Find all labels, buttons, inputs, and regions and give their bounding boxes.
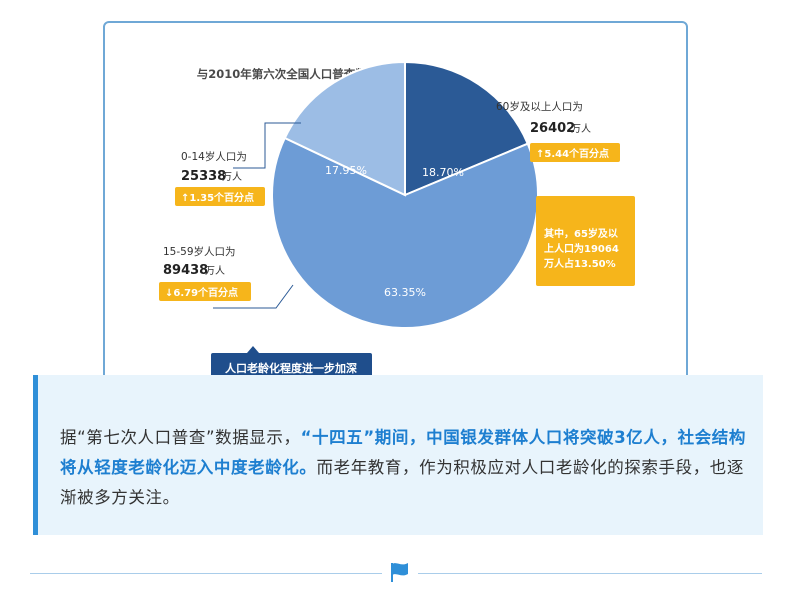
pie-slice-children xyxy=(283,60,406,197)
elderly-note-line-3: 万人占13.50% xyxy=(543,257,616,270)
bottom-tag-text: 人口老龄化程度进一步加深 xyxy=(225,361,357,375)
working-age-unit: 万人 xyxy=(205,265,225,277)
children-value: 25338 xyxy=(181,169,226,184)
elderly-value: 26402 xyxy=(530,121,575,136)
leader-line-working-age xyxy=(213,284,294,309)
slice-label-working-age: 63.35% xyxy=(384,286,426,299)
children-unit: 万人 xyxy=(222,171,242,183)
chart-card: 与2010年第六次全国人口普查数据相比 18.70% 63.35% 17.95%… xyxy=(103,21,688,412)
article-paragraph: 据“第七次人口普查”数据显示，“十四五”期间，中国银发群体人口将突破3亿人，社会… xyxy=(60,423,750,513)
children-change-text: ↑1.35个百分点 xyxy=(181,191,254,204)
working-age-change-badge xyxy=(159,282,251,301)
accent-bar xyxy=(33,375,38,535)
flag-icon xyxy=(382,554,418,590)
pie-slice-elderly xyxy=(404,60,530,197)
elderly-note-line-2: 上人口为19064 xyxy=(544,242,619,255)
article-panel: 据“第七次人口普查”数据显示，“十四五”期间，中国银发群体人口将突破3亿人，社会… xyxy=(33,375,763,535)
elderly-change-badge xyxy=(530,143,620,162)
slice-label-elderly: 18.70% xyxy=(422,166,464,179)
elderly-change-text: ↑5.44个百分点 xyxy=(536,147,609,160)
working-age-label: 15-59岁人口为 xyxy=(163,245,236,258)
tag-pointer xyxy=(247,346,259,353)
bottom-tag-box xyxy=(211,353,372,382)
children-label: 0-14岁人口为 xyxy=(181,150,247,163)
article-highlight: “十四五”期间，中国银发群体人口将突破3亿人，社会结构将从轻度老龄化迈入中度老龄… xyxy=(60,428,746,477)
elderly-note-box xyxy=(536,196,635,286)
article-text-part1: 据“第七次人口普查”数据显示， xyxy=(60,428,301,447)
leader-line-children xyxy=(233,122,301,169)
leader-line-elderly xyxy=(418,96,486,127)
elderly-note-line-1: 其中，65岁及以 xyxy=(544,227,618,240)
working-age-value: 89438 xyxy=(163,263,208,278)
elderly-unit: 万人 xyxy=(571,123,591,135)
article-text-part2: 而老年教育，作为积极应对人口老龄化的探索手段，也逐渐被多方关注。 xyxy=(60,458,744,507)
slice-label-children: 17.95% xyxy=(325,164,367,177)
working-age-change-text: ↓6.79个百分点 xyxy=(165,286,238,299)
pie-chart: 与2010年第六次全国人口普查数据相比 18.70% 63.35% 17.95%… xyxy=(159,60,635,382)
elderly-label: 60岁及以上人口为 xyxy=(496,100,583,113)
children-change-badge xyxy=(175,187,265,206)
